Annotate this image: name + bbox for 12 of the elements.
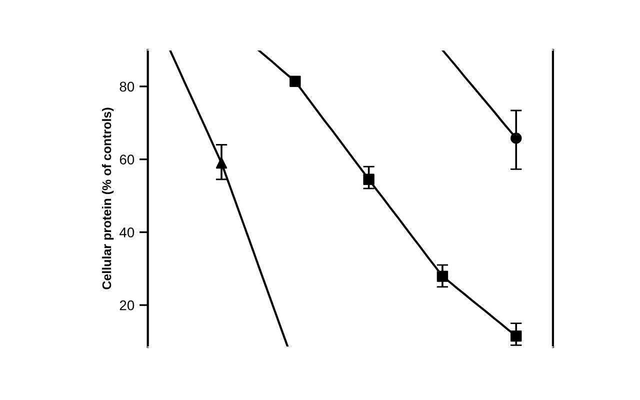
- point: [216, 157, 228, 169]
- y-tick-label: 20: [120, 300, 134, 310]
- point: [363, 174, 374, 185]
- point: [510, 330, 522, 342]
- y-tick-label: 40: [120, 228, 134, 238]
- point: [510, 132, 522, 144]
- y-tick-label: 80: [120, 82, 134, 92]
- y-tick-label: 60: [120, 154, 134, 164]
- point: [436, 270, 448, 282]
- y-axis-title: Cellular protein (% of controls): [102, 108, 114, 290]
- point: [290, 76, 301, 87]
- line-series: [168, 50, 289, 347]
